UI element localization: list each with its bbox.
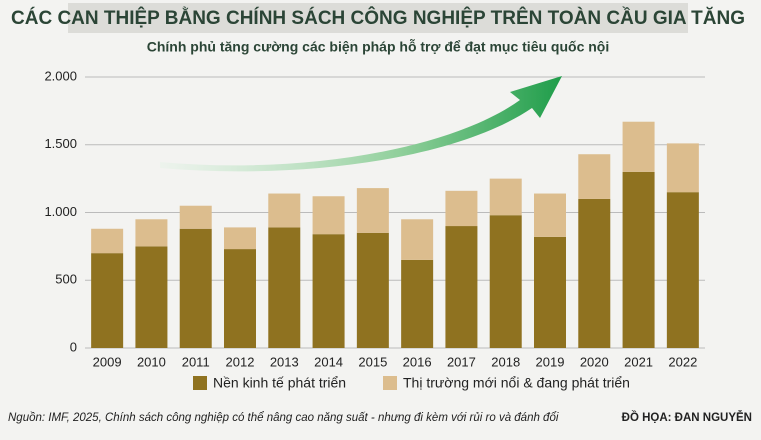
bar-segment [578,154,611,199]
bar-segment [224,249,256,348]
bar-segment [268,193,301,228]
bar-segment [489,178,522,216]
x-tick-label: 2014 [314,354,343,369]
y-tick-label: 0 [70,339,77,354]
bar-segment [666,143,699,193]
y-tick-label: 1.000 [44,204,77,219]
x-tick-label: 2021 [624,354,653,369]
x-tick-label: 2017 [447,354,476,369]
source: Nguồn: IMF, 2025, Chính sách công nghiệp… [8,412,559,424]
x-tick-label: 2011 [182,354,210,369]
bar-segment [268,227,301,348]
title-banner [68,3,688,33]
chart-title: CÁC CAN THIỆP BẰNG CHÍNH SÁCH CÔNG NGHIỆ… [11,7,745,29]
bar-segment [91,253,124,348]
bar-segment [401,219,434,260]
x-tick-label: 2012 [226,354,255,369]
bar-segment [312,196,345,235]
credit: ĐỒ HỌA: ĐAN NGUYỄN [622,411,752,424]
bar-segment [666,192,699,348]
trend-arrow [160,76,562,172]
bar-segment [179,205,212,229]
bar-segment [224,227,256,250]
x-tick-label: 2010 [137,354,166,369]
y-tick-label: 1.500 [44,136,77,151]
bar-segment [534,236,566,348]
x-tick-label: 2009 [93,354,122,369]
legend-label: Thị trường mới nổi & đang phát triển [403,375,630,391]
legend-swatch [383,376,397,390]
bar-segment [489,215,522,348]
x-tick-label: 2019 [536,354,565,369]
x-tick-label: 2018 [491,354,520,369]
bar-segment [135,219,168,247]
bar-segment [179,228,212,348]
bar-segment [622,121,655,172]
bar-segment [401,259,434,348]
bar-segment [534,193,566,237]
bar-segment [356,188,389,233]
bar-segment [356,232,389,348]
bar-segment [91,228,124,254]
legend-swatch [193,376,207,390]
bar-segment [445,190,478,227]
legend-label: Nền kinh tế phát triển [213,375,346,391]
y-tick-label: 2.000 [44,68,77,83]
x-tick-label: 2015 [358,354,387,369]
bar-segment [312,234,345,348]
x-tick-label: 2022 [668,354,697,369]
x-tick-label: 2013 [270,354,299,369]
bar-segment [135,246,168,348]
legend: Nền kinh tế phát triển Thị trường mới nổi… [193,375,630,391]
x-tick-label: 2016 [403,354,432,369]
chart-subtitle: Chính phủ tăng cường các biện pháp hỗ tr… [147,39,610,55]
bar-segment [445,226,478,348]
x-tick-label: 2020 [580,354,609,369]
plot: 0 500 1.000 1.500 2.000 2009 2010 2011 2012 2013 2… [44,68,705,369]
bar-segment [578,198,611,348]
y-tick-label: 500 [55,272,77,287]
bar-segment [622,171,655,348]
